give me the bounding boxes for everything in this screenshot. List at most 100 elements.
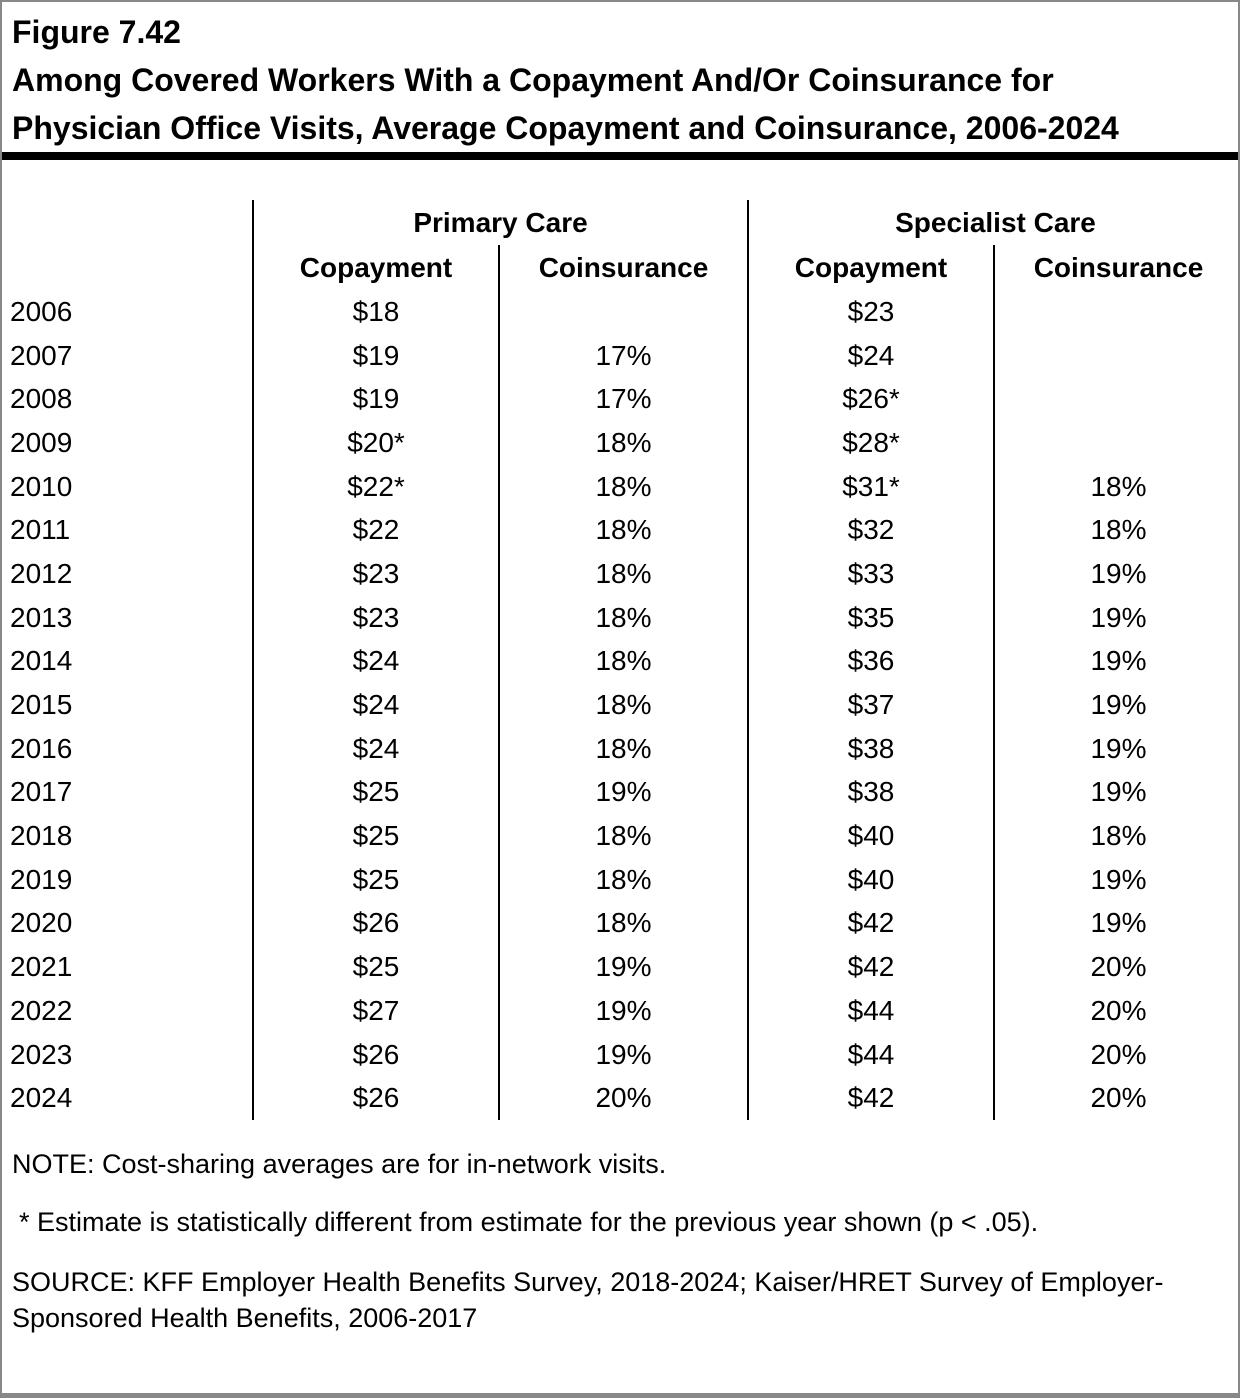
table-row: 2019 $25 18% $40 19% <box>2 857 1238 902</box>
primary-coinsurance-cell: 18% <box>498 814 747 858</box>
year-cell: 2022 <box>10 994 73 1026</box>
table-row: 2022 $27 19% $44 20% <box>2 989 1238 1033</box>
table-row: 2021 $25 19% $42 20% <box>2 945 1238 989</box>
column-header-specialist-coinsurance: Coinsurance <box>993 245 1238 290</box>
year-cell: 2011 <box>10 514 71 546</box>
specialist-coinsurance-cell: 20% <box>993 945 1238 989</box>
primary-copayment-cell: $24 <box>252 683 498 727</box>
specialist-copayment-cell: $31* <box>747 464 993 509</box>
specialist-coinsurance-cell: 20% <box>993 989 1238 1033</box>
primary-copayment-cell: $23 <box>252 595 498 640</box>
primary-coinsurance-cell: 19% <box>498 770 747 815</box>
primary-coinsurance-cell: 18% <box>498 901 747 946</box>
primary-copayment-cell: $25 <box>252 945 498 989</box>
primary-coinsurance-cell: 18% <box>498 421 747 465</box>
primary-copayment-cell: $27 <box>252 989 498 1033</box>
table-row: 2011 $22 18% $32 18% <box>2 508 1238 553</box>
specialist-coinsurance-cell: 18% <box>993 814 1238 858</box>
primary-copayment-cell: $24 <box>252 639 498 684</box>
year-cell: 2009 <box>10 426 73 458</box>
specialist-copayment-cell: $42 <box>747 1076 993 1121</box>
group-header-specialist-care: Specialist Care <box>747 200 1238 245</box>
primary-coinsurance-cell: 17% <box>498 333 747 378</box>
column-header-spacer <box>2 245 252 290</box>
year-cell: 2012 <box>10 557 73 589</box>
table-row: 2008 $19 17% $26* <box>2 377 1238 422</box>
table-row: 2018 $25 18% $40 18% <box>2 814 1238 858</box>
table-row: 2010 $22* 18% $31* 18% <box>2 464 1238 509</box>
year-cell: 2021 <box>10 951 73 983</box>
specialist-coinsurance-cell: 19% <box>993 770 1238 815</box>
specialist-coinsurance-cell: 19% <box>993 639 1238 684</box>
specialist-coinsurance-cell <box>993 290 1238 334</box>
primary-coinsurance-cell: 17% <box>498 377 747 422</box>
year-cell: 2024 <box>10 1082 73 1114</box>
table-row: 2009 $20* 18% $28* <box>2 421 1238 465</box>
title-block: Figure 7.42 Among Covered Workers With a… <box>2 2 1238 152</box>
primary-copayment-cell: $26 <box>252 1032 498 1077</box>
column-header-primary-coinsurance: Coinsurance <box>498 245 747 290</box>
year-cell: 2007 <box>10 339 73 371</box>
group-header-primary-care: Primary Care <box>252 200 747 245</box>
specialist-copayment-cell: $40 <box>747 814 993 858</box>
year-cell: 2023 <box>10 1038 73 1070</box>
year-cell: 2017 <box>10 776 73 808</box>
primary-copayment-cell: $26 <box>252 901 498 946</box>
specialist-coinsurance-cell: 20% <box>993 1032 1238 1077</box>
specialist-copayment-cell: $32 <box>747 508 993 553</box>
primary-coinsurance-cell: 18% <box>498 552 747 596</box>
year-cell: 2018 <box>10 820 73 852</box>
year-cell: 2008 <box>10 383 73 415</box>
table-row: 2023 $26 19% $44 20% <box>2 1032 1238 1077</box>
specialist-coinsurance-cell: 19% <box>993 595 1238 640</box>
primary-coinsurance-cell: 18% <box>498 726 747 771</box>
primary-coinsurance-cell: 19% <box>498 945 747 989</box>
specialist-copayment-cell: $35 <box>747 595 993 640</box>
copay-coinsurance-table: Primary Care Specialist Care Copayment C… <box>2 200 1238 1121</box>
primary-coinsurance-cell: 18% <box>498 464 747 509</box>
specialist-copayment-cell: $28* <box>747 421 993 465</box>
year-cell: 2014 <box>10 645 73 677</box>
specialist-copayment-cell: $40 <box>747 857 993 902</box>
primary-copayment-cell: $24 <box>252 726 498 771</box>
primary-copayment-cell: $23 <box>252 552 498 596</box>
primary-copayment-cell: $25 <box>252 857 498 902</box>
year-cell: 2015 <box>10 689 73 721</box>
asterisk-footnote: * Estimate is statistically different fr… <box>19 1207 1039 1238</box>
group-header-spacer <box>2 200 252 245</box>
column-header-primary-copayment: Copayment <box>252 245 498 290</box>
column-group-header-row: Primary Care Specialist Care <box>2 200 1238 245</box>
table-row: 2012 $23 18% $33 19% <box>2 552 1238 596</box>
figure-title: Among Covered Workers With a Copayment A… <box>12 62 1119 146</box>
specialist-coinsurance-cell: 19% <box>993 552 1238 596</box>
specialist-coinsurance-cell <box>993 377 1238 422</box>
specialist-copayment-cell: $24 <box>747 333 993 378</box>
column-header-specialist-copayment: Copayment <box>747 245 993 290</box>
specialist-coinsurance-cell <box>993 421 1238 465</box>
primary-coinsurance-cell: 18% <box>498 595 747 640</box>
primary-coinsurance-cell: 18% <box>498 683 747 727</box>
year-cell: 2019 <box>10 863 73 895</box>
table-row: 2024 $26 20% $42 20% <box>2 1076 1238 1121</box>
specialist-copayment-cell: $44 <box>747 989 993 1033</box>
primary-coinsurance-cell: 18% <box>498 639 747 684</box>
primary-coinsurance-cell: 19% <box>498 1032 747 1077</box>
table-row: 2017 $25 19% $38 19% <box>2 770 1238 815</box>
year-cell: 2016 <box>10 732 73 764</box>
primary-coinsurance-cell: 20% <box>498 1076 747 1121</box>
specialist-copayment-cell: $26* <box>747 377 993 422</box>
specialist-copayment-cell: $36 <box>747 639 993 684</box>
specialist-copayment-cell: $42 <box>747 901 993 946</box>
primary-copayment-cell: $25 <box>252 814 498 858</box>
table-row: 2013 $23 18% $35 19% <box>2 595 1238 640</box>
specialist-coinsurance-cell: 20% <box>993 1076 1238 1121</box>
primary-copayment-cell: $25 <box>252 770 498 815</box>
specialist-copayment-cell: $38 <box>747 770 993 815</box>
primary-copayment-cell: $22* <box>252 464 498 509</box>
primary-coinsurance-cell <box>498 290 747 334</box>
title-divider-rule <box>2 152 1238 160</box>
primary-coinsurance-cell: 18% <box>498 857 747 902</box>
primary-copayment-cell: $19 <box>252 333 498 378</box>
specialist-coinsurance-cell <box>993 333 1238 378</box>
